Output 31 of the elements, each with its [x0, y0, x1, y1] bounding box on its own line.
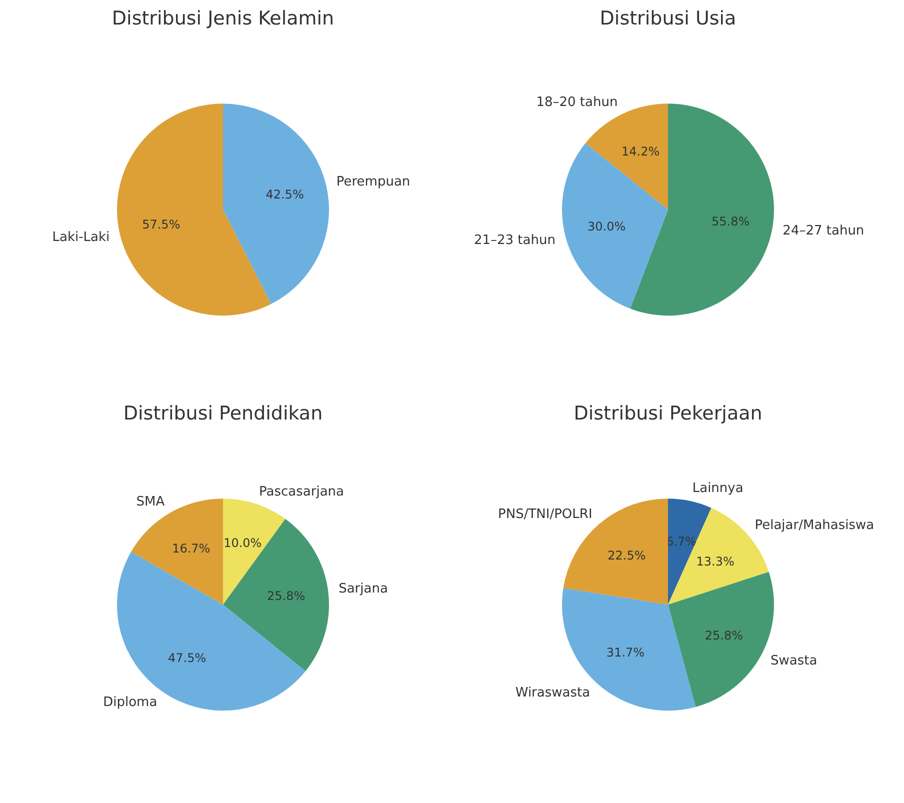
data-label: 25.8%: [266, 589, 306, 604]
data-label: 30.0%: [588, 219, 626, 234]
data-label: 10.0%: [224, 536, 262, 550]
data-label: 42.5%: [266, 188, 304, 202]
slice-label: Swasta: [770, 654, 818, 669]
data-label: 14.2%: [622, 144, 660, 158]
slice-label: SMA: [136, 494, 165, 510]
chart-title: Distribusi Pekerjaan: [574, 402, 762, 424]
slice-label: Lainnya: [692, 481, 744, 496]
slice-label: 18–20 tahun: [536, 95, 618, 110]
slice-label: Wiraswasta: [515, 685, 590, 700]
data-label: 25.8%: [704, 628, 743, 642]
slice-label: Diploma: [103, 694, 158, 710]
data-label: 55.8%: [711, 214, 750, 228]
slice-label: PNS/TNI/POLRI: [498, 506, 592, 522]
data-label: 16.7%: [172, 542, 210, 556]
slice-label: Laki-Laki: [52, 230, 110, 245]
data-label: 22.5%: [608, 548, 646, 562]
slice-label: 24–27 tahun: [782, 224, 864, 239]
slice-label: Pelajar/Mahasiswa: [754, 518, 874, 533]
slice-label: Pascasarjana: [259, 484, 344, 500]
slice-label: 21–23 tahun: [474, 233, 556, 248]
data-label: 13.3%: [696, 554, 734, 568]
chart-title: Distribusi Jenis Kelamin: [112, 8, 334, 30]
data-label: 57.5%: [142, 218, 180, 232]
slice-label: Sarjana: [338, 582, 388, 597]
data-label: 47.5%: [168, 650, 206, 665]
chart-title: Distribusi Usia: [600, 8, 736, 30]
chart-title: Distribusi Pendidikan: [123, 402, 323, 424]
slice-label: Perempuan: [336, 174, 410, 190]
data-label: 31.7%: [606, 646, 645, 660]
